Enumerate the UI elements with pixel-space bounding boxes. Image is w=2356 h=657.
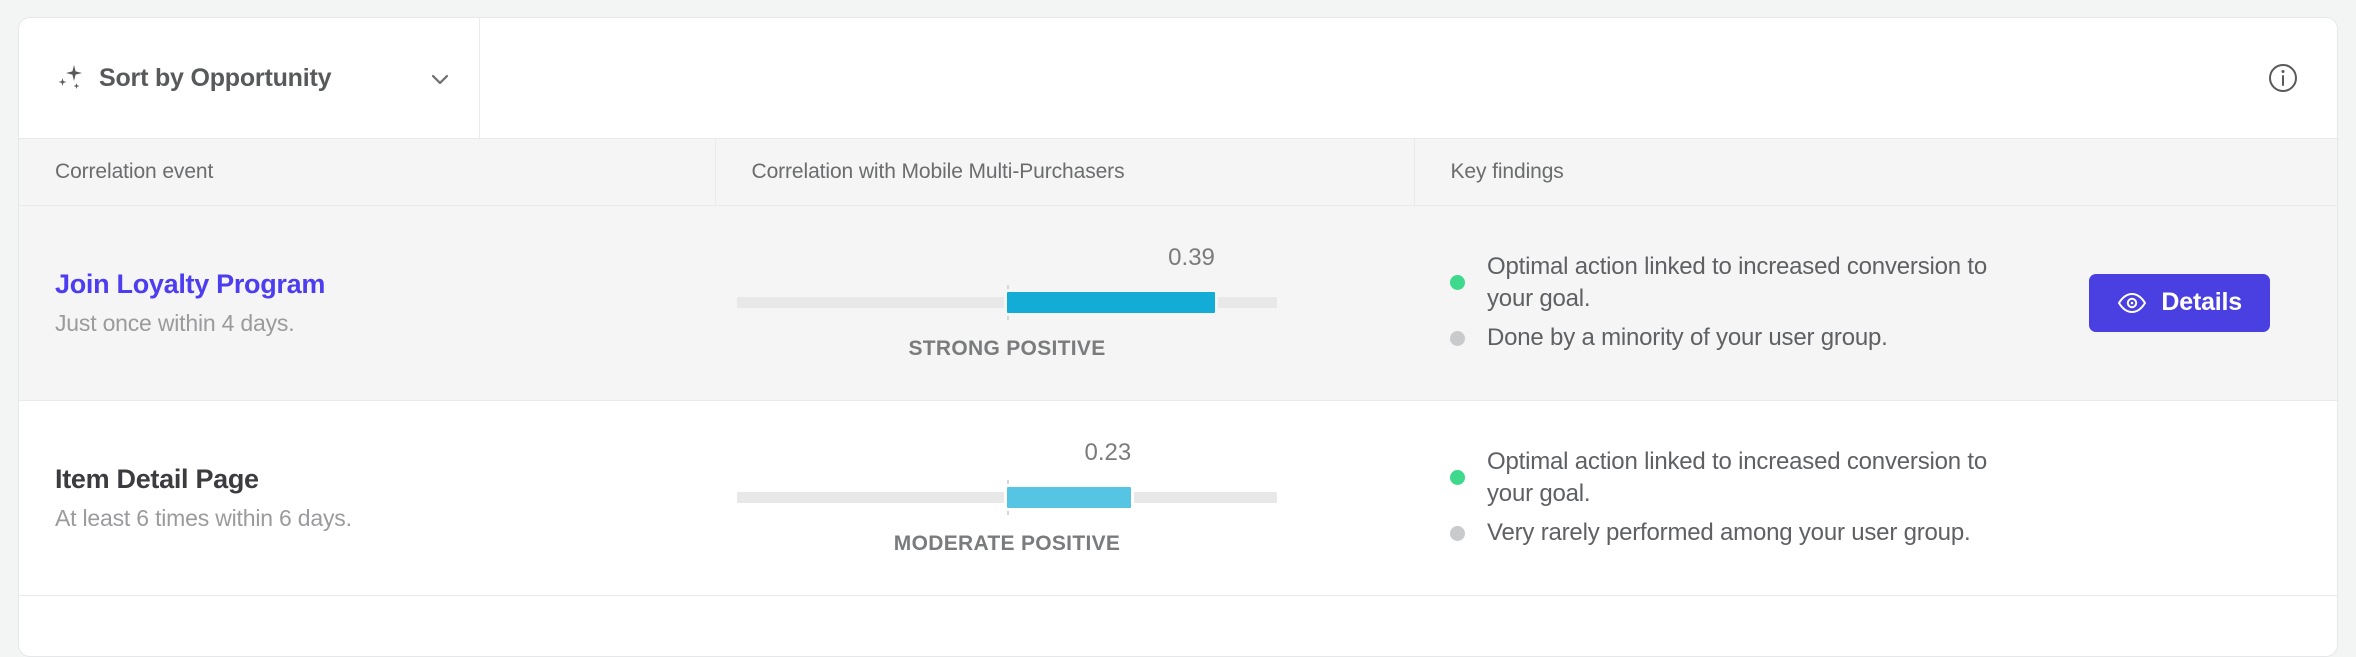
list-item: Optimal action linked to increased conve… bbox=[1450, 446, 2010, 510]
info-circle-icon[interactable] bbox=[2267, 62, 2299, 94]
column-header-correlation-event: Correlation event bbox=[19, 139, 716, 206]
event-cell: Item Detail Page At least 6 times within… bbox=[19, 400, 715, 595]
correlation-cell: 0.23 MODERATE POSITIVE bbox=[715, 400, 1414, 595]
correlation-strength-label: MODERATE POSITIVE bbox=[893, 532, 1121, 555]
correlation-track bbox=[737, 285, 1277, 320]
status-dot-neutral bbox=[1450, 330, 1465, 346]
key-findings-cell: Optimal action linked to increased conve… bbox=[1414, 400, 2337, 595]
event-name-link[interactable]: Join Loyalty Program bbox=[55, 268, 326, 299]
sort-dropdown-label: Sort by Opportunity bbox=[99, 64, 332, 92]
key-findings-cell: Optimal action linked to increased conve… bbox=[1414, 205, 2337, 400]
list-item: Optimal action linked to increased conve… bbox=[1450, 251, 2010, 315]
status-dot-positive bbox=[1450, 275, 1465, 291]
event-criteria: Just once within 4 days. bbox=[55, 309, 295, 336]
finding-text: Optimal action linked to increased conve… bbox=[1487, 447, 1988, 507]
correlation-value: 0.39 bbox=[1168, 244, 1215, 271]
correlation-events-card: Sort by Opportunity Correlation event Co… bbox=[18, 17, 2338, 657]
correlation-meter: 0.39 STRONG POSITIVE bbox=[737, 244, 1277, 360]
table-row: Join Loyalty Program Just once within 4 … bbox=[19, 205, 2337, 400]
correlation-meter: 0.23 MODERATE POSITIVE bbox=[737, 439, 1277, 555]
key-findings-list: Optimal action linked to increased conve… bbox=[1450, 438, 2010, 558]
correlation-fill-bar bbox=[1007, 292, 1215, 313]
card-toolbar: Sort by Opportunity bbox=[19, 18, 2337, 139]
correlation-track bbox=[737, 480, 1277, 515]
finding-text: Done by a minority of your user group. bbox=[1487, 324, 1888, 352]
column-header-correlation-with-group: Correlation with Mobile Multi-Purchasers bbox=[715, 139, 1415, 206]
list-item: Done by a minority of your user group. bbox=[1450, 322, 2010, 354]
correlation-events-table: Correlation event Correlation with Mobil… bbox=[19, 139, 2337, 596]
key-findings-list: Optimal action linked to increased conve… bbox=[1450, 243, 2010, 363]
correlation-fill-bar bbox=[1007, 487, 1132, 508]
details-button-label: Details bbox=[2161, 288, 2242, 316]
correlation-value: 0.23 bbox=[1084, 439, 1132, 466]
status-dot-neutral bbox=[1450, 525, 1465, 541]
column-header-key-findings: Key findings bbox=[1414, 139, 2337, 206]
event-criteria: At least 6 times within 6 days. bbox=[55, 504, 352, 531]
status-dot-positive bbox=[1450, 470, 1465, 486]
list-item: Very rarely performed among your user gr… bbox=[1450, 517, 2010, 549]
correlation-cell: 0.39 STRONG POSITIVE bbox=[715, 205, 1414, 400]
table-row: Item Detail Page At least 6 times within… bbox=[19, 400, 2337, 595]
sort-by-opportunity-dropdown[interactable]: Sort by Opportunity bbox=[19, 18, 480, 139]
event-cell: Join Loyalty Program Just once within 4 … bbox=[19, 205, 715, 400]
sparkle-icon bbox=[53, 62, 87, 96]
chevron-down-icon[interactable] bbox=[429, 68, 451, 90]
correlation-strength-label: STRONG POSITIVE bbox=[908, 337, 1106, 360]
table-body: Join Loyalty Program Just once within 4 … bbox=[19, 205, 2337, 595]
table-header: Correlation event Correlation with Mobil… bbox=[19, 139, 2337, 206]
details-button[interactable]: Details bbox=[2089, 273, 2270, 332]
finding-text: Very rarely performed among your user gr… bbox=[1487, 519, 1971, 547]
eye-icon bbox=[2117, 288, 2147, 318]
event-name: Item Detail Page bbox=[55, 463, 259, 494]
finding-text: Optimal action linked to increased conve… bbox=[1487, 252, 1988, 312]
